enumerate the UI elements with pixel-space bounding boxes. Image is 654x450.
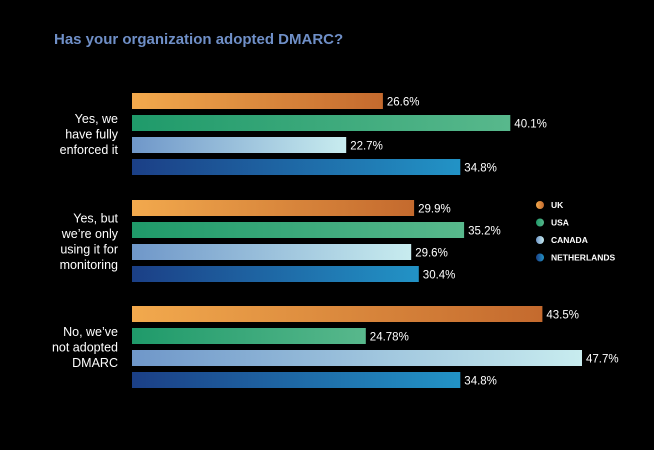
bar-canada-1 bbox=[132, 244, 412, 260]
bar-canada-0 bbox=[132, 137, 347, 153]
value-label-usa-0: 40.1% bbox=[514, 119, 547, 131]
bar-uk-0 bbox=[132, 93, 383, 109]
legend-marker-uk bbox=[536, 201, 544, 209]
value-label-canada-0: 22.7% bbox=[350, 141, 383, 153]
legend-label-uk: UK bbox=[551, 200, 564, 210]
value-label-uk-1: 29.9% bbox=[418, 204, 451, 216]
chart-title: Has your organization adopted DMARC? bbox=[54, 31, 343, 48]
legend-label-usa: USA bbox=[551, 218, 569, 228]
legend: UK USA CANADA NETHERLANDS bbox=[536, 200, 616, 263]
bar-canada-2 bbox=[132, 350, 582, 366]
legend-label-canada: CANADA bbox=[551, 235, 588, 245]
bar-usa-0 bbox=[132, 115, 511, 131]
bar-netherlands-2 bbox=[132, 372, 461, 388]
value-label-canada-1: 29.6% bbox=[415, 248, 448, 260]
category-labels: Yes, we have fully enforced it Yes, but we’r… bbox=[52, 112, 119, 370]
value-label-canada-2: 47.7% bbox=[586, 354, 619, 366]
bar-usa-2 bbox=[132, 328, 366, 344]
value-label-uk-2: 43.5% bbox=[546, 310, 579, 322]
value-label-netherlands-0: 34.8% bbox=[464, 163, 497, 175]
legend-marker-usa bbox=[536, 218, 544, 227]
bar-netherlands-0 bbox=[132, 159, 461, 175]
value-label-usa-1: 35.2% bbox=[468, 226, 501, 238]
bar-netherlands-1 bbox=[132, 266, 419, 282]
legend-marker-canada bbox=[536, 236, 544, 244]
legend-label-netherlands: NETHERLANDS bbox=[551, 253, 616, 263]
category-label-1: Yes, but we’re only using it for monitoring bbox=[60, 211, 119, 271]
value-label-netherlands-2: 34.8% bbox=[464, 376, 497, 388]
bar-usa-1 bbox=[132, 222, 465, 238]
legend-marker-netherlands bbox=[536, 253, 544, 262]
category-label-0: Yes, we have fully enforced it bbox=[60, 112, 119, 157]
value-label-netherlands-1: 30.4% bbox=[423, 270, 456, 282]
category-label-2: No, we’ve not adopted DMARC bbox=[52, 325, 118, 370]
value-label-uk-0: 26.6% bbox=[387, 97, 420, 109]
value-label-usa-2: 24.78% bbox=[370, 332, 409, 344]
bars-layer: 26.6% 40.1% 22.7% 34.8% 29.9% 35.2% 29.6% 30.4%… bbox=[132, 93, 619, 388]
bar-uk-2 bbox=[132, 306, 543, 322]
bar-uk-1 bbox=[132, 200, 415, 216]
